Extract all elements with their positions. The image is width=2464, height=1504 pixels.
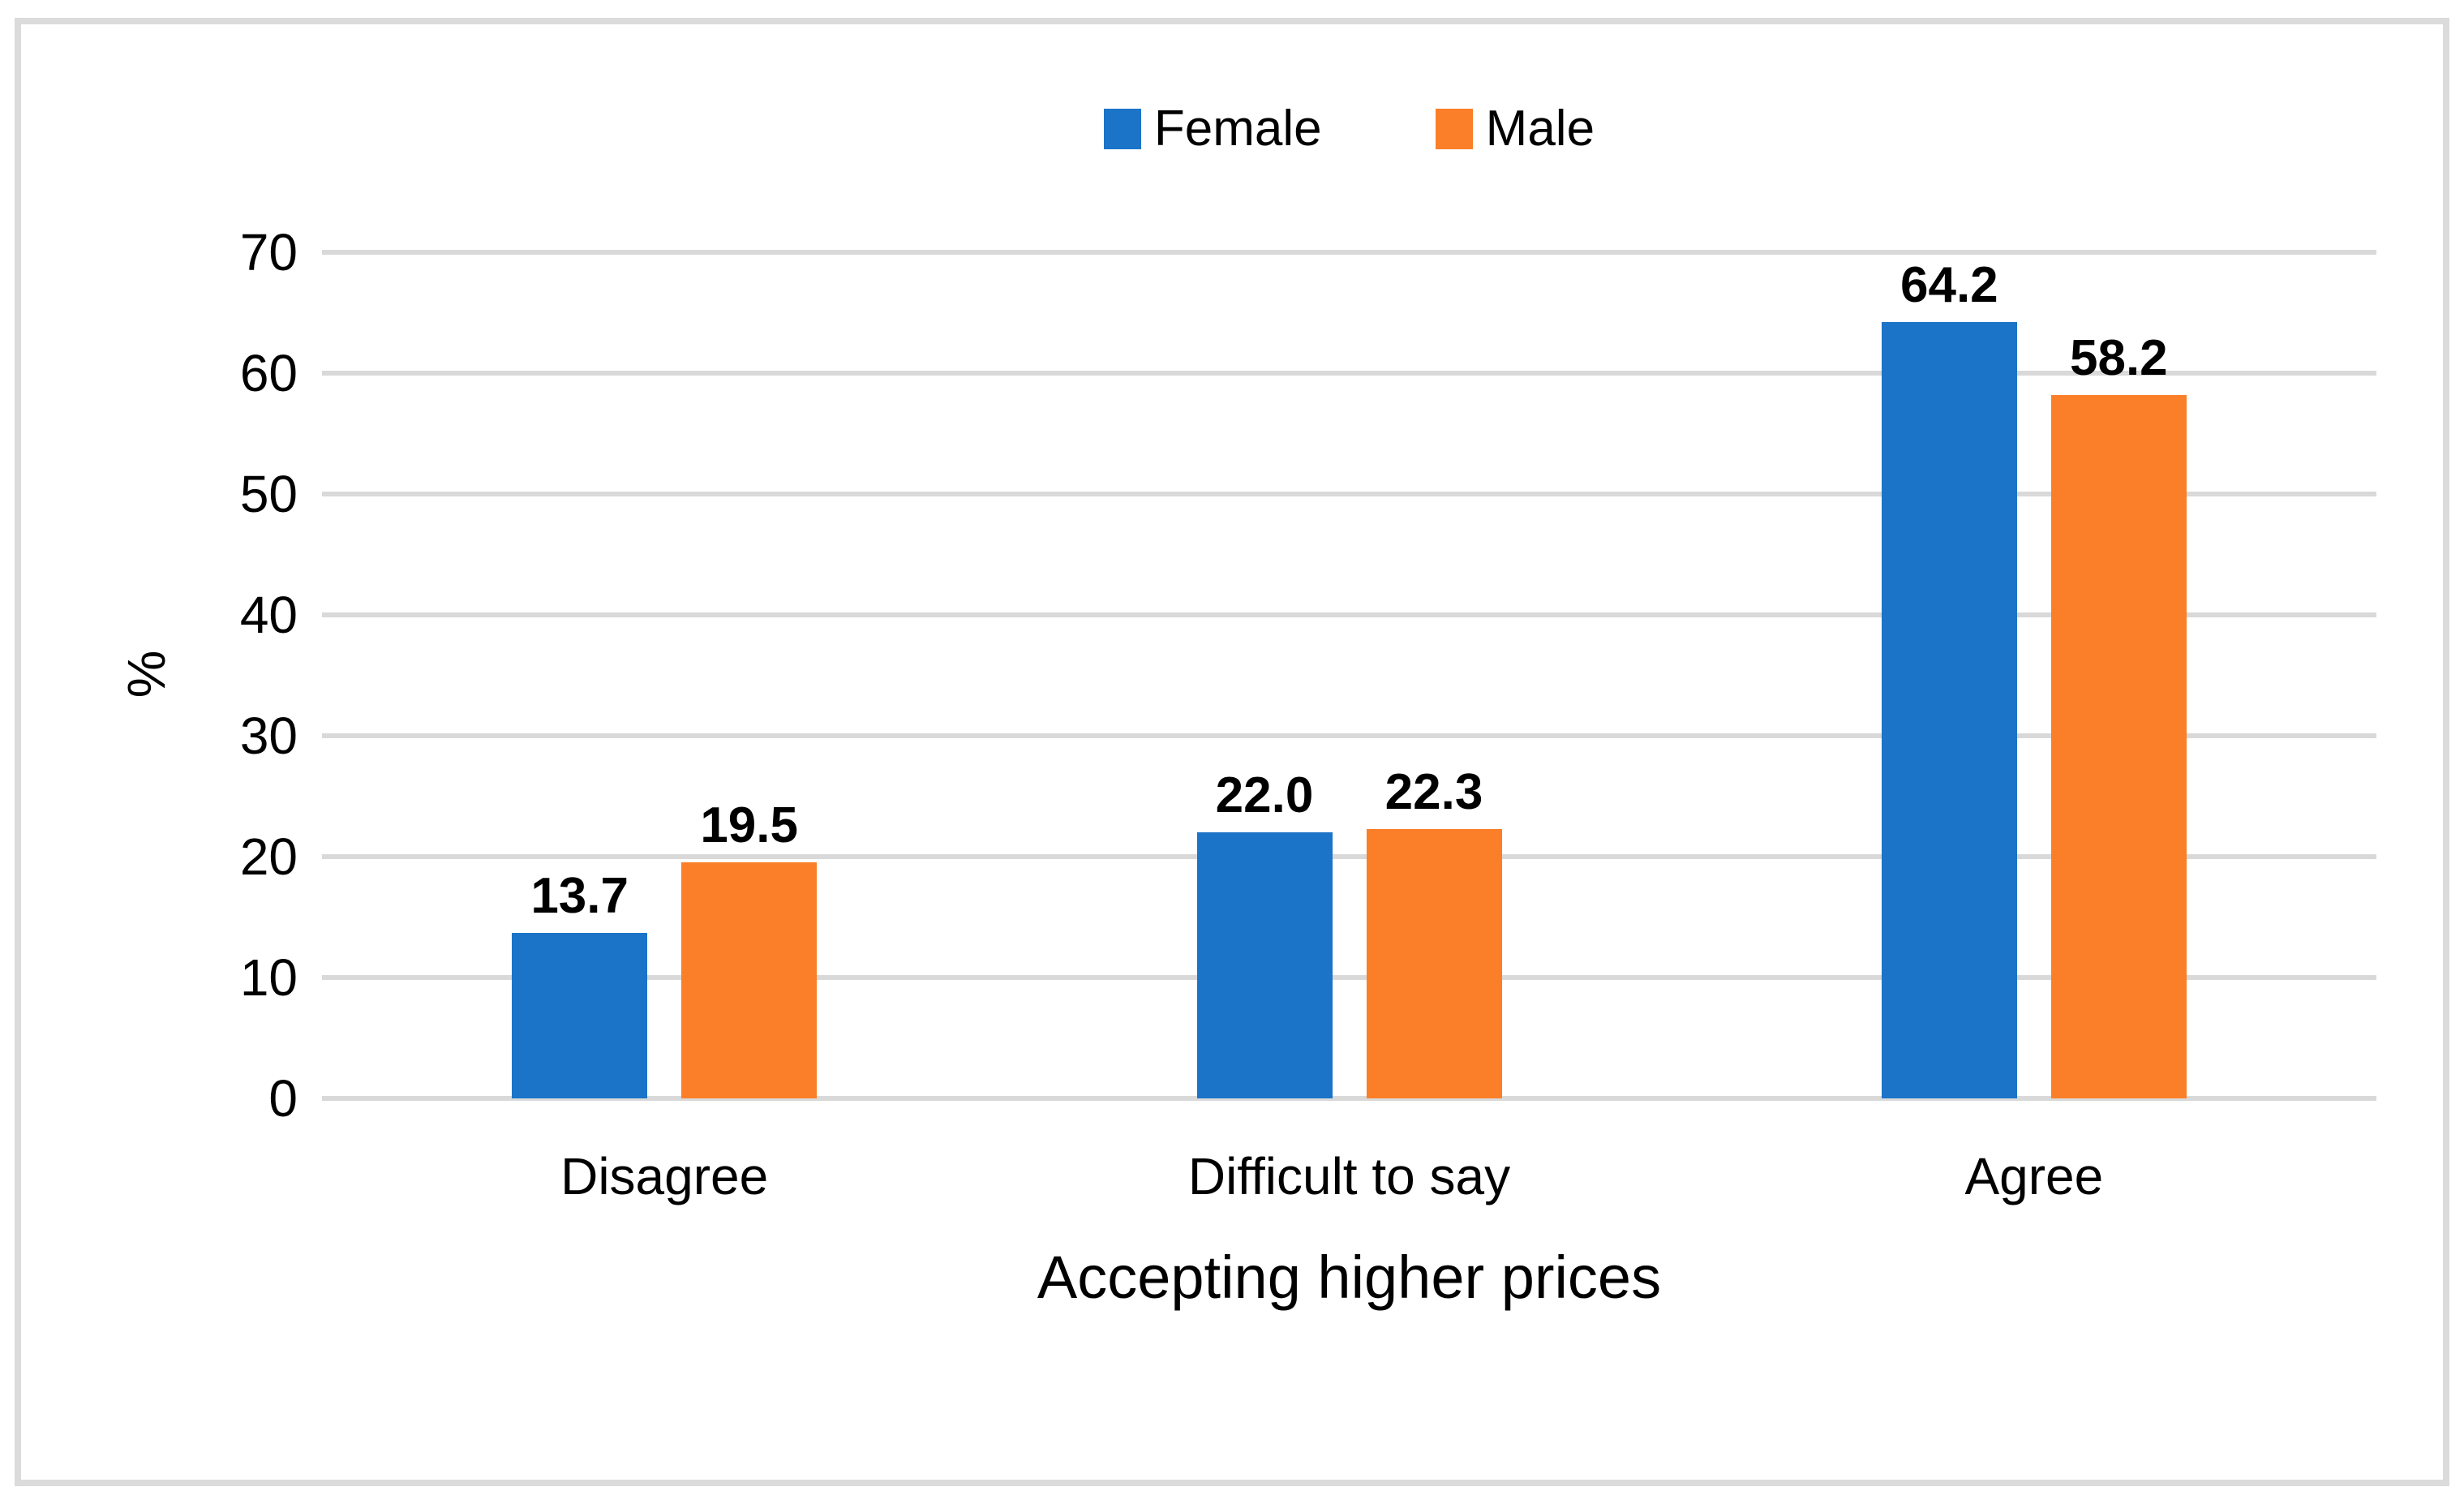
y-tick-label-70: 70 [239, 223, 298, 281]
gridline-y-10 [322, 975, 2376, 980]
bar-male-difficult-to-say [1366, 828, 1502, 1098]
legend-item-female: Female [1103, 101, 1322, 157]
value-label-male-difficult-to-say: 22.3 [1384, 763, 1483, 820]
female-series-swatch [1103, 109, 1141, 149]
y-axis-title: % [116, 650, 176, 698]
x-category-label-disagree: Disagree [560, 1147, 769, 1205]
bar-female-agree [1881, 322, 2017, 1098]
gridline-y-30 [322, 733, 2376, 738]
y-tick-label-20: 20 [239, 827, 298, 886]
value-label-male-agree: 58.2 [2069, 329, 2168, 386]
x-axis-title: Accepting higher prices [1037, 1244, 1662, 1311]
value-label-female-disagree: 13.7 [530, 867, 629, 924]
legend-label-male: Male [1485, 101, 1595, 157]
chart-outer-border [15, 18, 2449, 1486]
value-label-female-difficult-to-say: 22.0 [1215, 767, 1314, 824]
gridline-y-0 [322, 1096, 2376, 1101]
y-tick-label-40: 40 [239, 586, 298, 644]
y-tick-label-30: 30 [239, 707, 298, 765]
gridline-y-50 [322, 492, 2376, 496]
legend-label-female: Female [1153, 101, 1322, 157]
value-label-male-disagree: 19.5 [700, 797, 798, 854]
bar-male-agree [2050, 394, 2187, 1098]
y-tick-label-0: 0 [268, 1069, 298, 1128]
gridline-y-40 [322, 612, 2376, 617]
bar-female-difficult-to-say [1196, 832, 1333, 1098]
x-category-label-difficult-to-say: Difficult to say [1187, 1147, 1511, 1205]
legend: Female Male [322, 104, 2376, 154]
y-tick-label-10: 10 [239, 948, 298, 1007]
x-category-label-agree: Agree [1964, 1147, 2104, 1205]
gridline-y-20 [322, 854, 2376, 859]
male-series-swatch [1435, 109, 1473, 149]
value-label-female-agree: 64.2 [1900, 257, 1998, 314]
plot-area: 0 10 20 30 40 50 60 70 13.7 19.5 Disagree 22.0 22.3 D… [240, 223, 2376, 1202]
bar-male-disagree [681, 862, 818, 1098]
y-tick-label-60: 60 [239, 344, 298, 402]
gridline-y-70 [322, 250, 2376, 255]
gridline-y-60 [322, 371, 2376, 376]
bar-female-disagree [512, 932, 648, 1098]
legend-item-male: Male [1435, 101, 1595, 157]
y-tick-label-50: 50 [239, 465, 298, 523]
